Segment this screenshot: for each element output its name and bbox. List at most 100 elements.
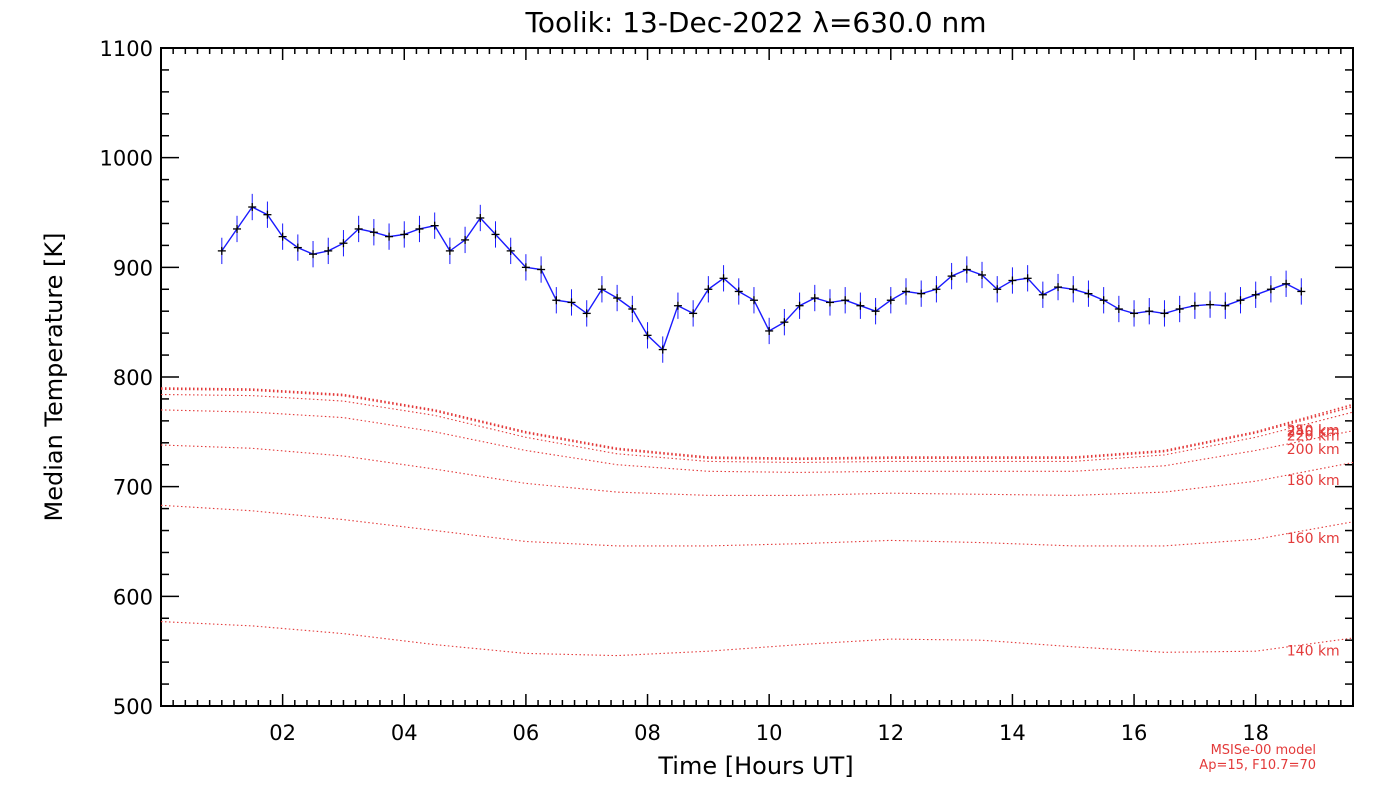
data-point: [248, 203, 257, 212]
model-label-140-km: 140 km: [1287, 643, 1340, 659]
model-line-240-km: [160, 388, 1354, 461]
chart-title: Toolik: 13-Dec-2022 λ=630.0 nm: [524, 6, 986, 39]
model-label-250-km: 250 km: [1287, 423, 1340, 439]
data-point: [521, 263, 530, 272]
data-point: [643, 331, 652, 340]
model-annotation-line2: Ap=15, F10.7=70: [1199, 758, 1316, 773]
data-point: [1175, 305, 1184, 314]
data-point: [1282, 279, 1291, 288]
measured-markers: [217, 203, 1306, 354]
x-axis-ticks: 02 04 06 08 10 12 14 16 18: [172, 48, 1354, 745]
data-point: [1160, 309, 1169, 318]
data-point: [476, 213, 485, 222]
data-point: [1221, 301, 1230, 310]
data-point: [400, 230, 409, 239]
model-label-160-km: 160 km: [1287, 531, 1340, 547]
data-point: [1099, 296, 1108, 305]
data-point: [978, 271, 987, 280]
data-point: [339, 239, 348, 248]
data-point: [354, 224, 363, 233]
model-label-180-km: 180 km: [1287, 473, 1340, 489]
data-point: [597, 285, 606, 294]
y-tick-label: 800: [113, 366, 153, 390]
data-point: [415, 224, 424, 233]
data-point: [613, 294, 622, 303]
data-point: [1145, 307, 1154, 316]
data-point: [1038, 290, 1047, 299]
data-point: [673, 301, 682, 310]
x-tick-label: 18: [1242, 721, 1269, 745]
data-point: [263, 210, 272, 219]
data-point: [689, 309, 698, 318]
data-point: [552, 296, 561, 305]
x-tick-label: 12: [877, 721, 904, 745]
data-point: [1130, 309, 1139, 318]
x-tick-label: 08: [634, 721, 661, 745]
data-point: [902, 287, 910, 296]
data-point: [749, 296, 758, 305]
data-point: [1251, 290, 1260, 299]
data-point: [1069, 285, 1078, 294]
data-point: [1054, 283, 1063, 292]
data-point: [704, 285, 713, 294]
model-label-220-km: 220 km: [1287, 429, 1340, 445]
model-line-160-km: [160, 504, 1354, 547]
data-point: [825, 298, 834, 307]
data-point: [886, 296, 895, 305]
model-line-220-km: [160, 393, 1354, 464]
data-point: [1206, 300, 1215, 309]
plot-frame: [160, 47, 1354, 707]
data-point: [430, 221, 439, 230]
x-tick-label: 14: [999, 721, 1026, 745]
data-point: [217, 246, 226, 255]
data-point: [278, 232, 287, 241]
data-point: [810, 294, 819, 303]
data-point: [962, 265, 971, 274]
data-point: [765, 326, 774, 335]
data-point: [795, 301, 804, 310]
data-point: [369, 228, 378, 237]
y-axis-label: Median Temperature [K]: [40, 232, 68, 521]
data-point: [491, 230, 500, 239]
y-tick-label: 700: [113, 476, 153, 500]
data-point: [445, 246, 454, 255]
data-point: [780, 318, 789, 327]
data-point: [628, 305, 637, 314]
data-point: [324, 246, 333, 255]
data-point: [233, 224, 242, 233]
y-tick-label: 500: [113, 695, 153, 719]
x-tick-label: 04: [391, 721, 418, 745]
data-point: [582, 309, 591, 318]
measured-error-bars: [221, 193, 1302, 363]
model-line-140-km: [160, 621, 1354, 657]
y-axis-ticks: 500 600 700 800 900 1000 1100: [100, 37, 1353, 719]
x-tick-label: 16: [1121, 721, 1148, 745]
model-lines: [160, 387, 1354, 657]
data-point: [385, 232, 394, 241]
data-point: [719, 274, 728, 283]
data-point: [1084, 289, 1093, 298]
measured-series-line: [221, 206, 1302, 351]
data-point: [1114, 305, 1123, 314]
model-line-180-km: [160, 444, 1354, 496]
y-tick-label: 900: [113, 256, 153, 280]
data-point: [841, 296, 850, 305]
data-point: [461, 235, 470, 244]
data-point: [1190, 301, 1199, 310]
data-point: [293, 243, 302, 252]
x-tick-label: 06: [513, 721, 540, 745]
data-point: [537, 265, 546, 274]
data-point: [1023, 274, 1032, 283]
model-line-250-km: [160, 387, 1354, 460]
data-point: [917, 289, 926, 298]
model-annotation-line1: MSISe-00 model: [1211, 743, 1316, 758]
y-tick-label: 600: [113, 585, 153, 609]
x-tick-label: 10: [756, 721, 783, 745]
y-tick-label: 1000: [100, 147, 153, 171]
data-point: [1297, 287, 1306, 296]
x-axis-label: Time [Hours UT]: [657, 752, 853, 780]
data-point: [932, 285, 941, 294]
measured-line: [221, 206, 1302, 351]
